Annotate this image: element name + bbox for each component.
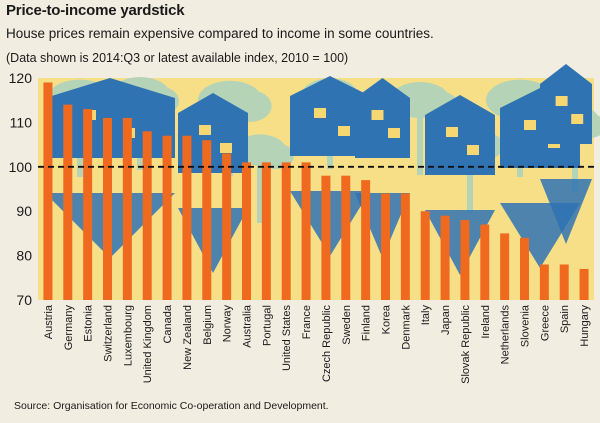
y-tick-label: 110 — [10, 114, 33, 130]
y-tick-label: 80 — [16, 248, 32, 264]
y-tick-label: 90 — [16, 203, 32, 219]
bar-estonia — [83, 109, 93, 300]
bar-slovenia — [520, 237, 529, 300]
bar-norway — [222, 153, 232, 300]
window-icon — [199, 125, 211, 135]
x-tick-label: Norway — [222, 305, 234, 343]
y-tick-label: 100 — [9, 159, 33, 175]
x-tick-label: United Kingdom — [142, 305, 154, 383]
chart-subtitle: House prices remain expensive compared t… — [6, 26, 434, 41]
x-tick-label: Korea — [381, 304, 393, 334]
bar-hungary — [579, 268, 589, 300]
x-tick-label: United States — [281, 305, 293, 372]
x-tick-label: Portugal — [261, 305, 273, 346]
x-tick-label: Denmark — [400, 305, 412, 350]
x-tick-label: Australia — [242, 304, 254, 348]
bar-united-states — [281, 162, 291, 300]
bar-greece — [539, 264, 549, 300]
bar-canada — [162, 135, 172, 300]
x-tick-label: New Zealand — [182, 305, 194, 370]
bar-netherlands — [500, 233, 510, 300]
bar-germany — [63, 104, 73, 300]
x-tick-label: Germany — [63, 305, 75, 351]
window-icon — [524, 120, 536, 130]
tree-trunk — [417, 115, 423, 175]
x-tick-label: Slovak Republic — [460, 305, 472, 384]
tree-trunk — [467, 153, 473, 213]
x-tick-label: Canada — [162, 304, 174, 343]
chart-title: Price-to-income yardstick — [6, 2, 185, 19]
window-icon — [220, 143, 232, 153]
window-icon — [555, 96, 568, 106]
x-tick-label: Sweden — [341, 305, 353, 345]
x-tick-label: Luxembourg — [122, 305, 134, 366]
source-note: Source: Organisation for Economic Co-ope… — [14, 400, 329, 412]
x-tick-label: Finland — [361, 305, 373, 341]
bars-group — [43, 82, 589, 301]
x-tick-label: France — [301, 305, 313, 339]
bar-belgium — [202, 140, 212, 300]
window-icon — [388, 128, 400, 138]
window-icon — [338, 126, 350, 136]
x-tick-label: Hungary — [579, 305, 591, 347]
bar-finland — [361, 180, 371, 300]
bar-new-zealand — [182, 135, 192, 300]
bar-czech-republic — [321, 175, 331, 300]
x-axis: Austria Germany Estonia Switzerland Luxembou… — [43, 304, 591, 384]
bar-italy — [420, 211, 430, 300]
bar-denmark — [400, 193, 410, 300]
x-tick-label: Belgium — [202, 305, 214, 345]
bar-slovak-republic — [460, 220, 470, 300]
bar-portugal — [261, 162, 271, 300]
x-tick-label: Slovenia — [520, 304, 532, 347]
x-tick-label: Netherlands — [500, 305, 512, 365]
x-tick-label: Ireland — [480, 305, 492, 339]
x-tick-label: Estonia — [83, 304, 95, 342]
bar-spain — [559, 264, 569, 300]
tree-trunk — [257, 163, 263, 223]
bar-sweden — [341, 175, 351, 300]
house-reflection — [540, 179, 592, 244]
bar-luxembourg — [122, 117, 132, 301]
window-icon — [371, 110, 384, 120]
window-icon — [467, 145, 479, 155]
bar-japan — [440, 215, 450, 300]
bar-australia — [242, 162, 251, 300]
bar-austria — [43, 82, 53, 300]
y-axis: 70 80 90 100 110 120 — [9, 70, 33, 308]
bar-united-kingdom — [142, 131, 152, 300]
bar-switzerland — [103, 117, 112, 301]
x-tick-label: Greece — [539, 305, 551, 341]
x-tick-label: Switzerland — [103, 305, 115, 362]
x-tick-label: Japan — [440, 305, 452, 335]
window-icon — [571, 114, 584, 124]
x-tick-label: Italy — [420, 305, 432, 326]
window-icon — [314, 108, 326, 118]
x-tick-label: Austria — [43, 304, 55, 339]
bar-korea — [381, 193, 390, 300]
window-icon — [446, 127, 458, 137]
y-tick-label: 120 — [9, 70, 33, 86]
x-tick-label: Czech Republic — [321, 305, 333, 383]
chart-note: (Data shown is 2014:Q3 or latest availab… — [6, 51, 349, 65]
bar-france — [301, 162, 311, 300]
bar-ireland — [480, 224, 490, 300]
x-tick-label: Spain — [559, 305, 571, 333]
y-tick-label: 70 — [16, 292, 32, 308]
